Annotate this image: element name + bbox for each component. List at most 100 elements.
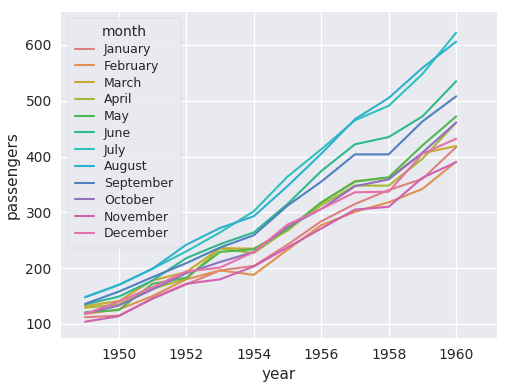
June (284, 202, 290, 206)
September (251, 233, 257, 238)
July (183, 249, 189, 254)
March (150, 278, 156, 283)
December (284, 222, 290, 227)
December (183, 269, 189, 274)
August (150, 266, 156, 271)
October (284, 225, 290, 229)
March (183, 270, 189, 275)
July (82, 295, 88, 300)
September (217, 245, 223, 250)
February (116, 307, 122, 312)
February (419, 187, 425, 191)
April (419, 157, 425, 161)
July (318, 147, 324, 152)
January (183, 282, 189, 287)
July (217, 230, 223, 235)
February (386, 200, 392, 205)
December (82, 312, 88, 316)
November (453, 160, 459, 164)
February (318, 223, 324, 227)
March (318, 200, 324, 205)
May (116, 308, 122, 312)
Line: June: June (85, 81, 456, 305)
August (183, 242, 189, 247)
November (386, 205, 392, 209)
January (116, 313, 122, 318)
October (150, 287, 156, 292)
May (284, 227, 290, 232)
September (183, 261, 189, 265)
October (318, 207, 324, 211)
November (284, 245, 290, 250)
May (217, 250, 223, 254)
August (116, 283, 122, 287)
April (284, 227, 290, 232)
January (251, 264, 257, 268)
October (217, 260, 223, 264)
April (82, 306, 88, 310)
June (251, 230, 257, 235)
August (251, 214, 257, 218)
March (419, 151, 425, 156)
December (386, 189, 392, 194)
Legend: January, February, March, April, May, June, July, August, September, October, No: January, February, March, April, May, Ju… (68, 18, 181, 248)
April (217, 247, 223, 251)
Y-axis label: passengers: passengers (5, 131, 20, 218)
May (82, 310, 88, 314)
April (352, 183, 358, 188)
May (150, 281, 156, 286)
October (352, 184, 358, 189)
August (82, 295, 88, 300)
March (116, 299, 122, 303)
May (352, 179, 358, 184)
March (82, 304, 88, 308)
August (386, 96, 392, 100)
Line: February: February (85, 162, 456, 314)
January (419, 177, 425, 181)
May (251, 247, 257, 252)
May (419, 143, 425, 148)
July (150, 266, 156, 271)
November (217, 277, 223, 281)
September (453, 94, 459, 99)
July (352, 118, 358, 122)
December (352, 190, 358, 195)
February (183, 277, 189, 281)
X-axis label: year: year (262, 367, 296, 382)
July (419, 72, 425, 76)
July (453, 30, 459, 35)
Line: August: August (85, 41, 456, 297)
Line: October: October (85, 122, 456, 313)
September (386, 152, 392, 157)
July (116, 283, 122, 287)
April (150, 286, 156, 291)
November (419, 175, 425, 180)
April (116, 302, 122, 307)
May (318, 200, 324, 205)
March (251, 247, 257, 251)
June (352, 142, 358, 147)
June (116, 294, 122, 299)
Line: April: April (85, 122, 456, 308)
November (352, 207, 358, 212)
January (386, 188, 392, 192)
November (150, 296, 156, 301)
February (352, 210, 358, 214)
January (352, 202, 358, 206)
November (116, 314, 122, 318)
December (217, 265, 223, 270)
July (251, 209, 257, 214)
March (386, 175, 392, 180)
January (82, 315, 88, 319)
September (419, 119, 425, 124)
December (419, 152, 425, 156)
April (318, 203, 324, 207)
January (217, 268, 223, 273)
Line: November: November (85, 162, 456, 322)
June (217, 242, 223, 247)
May (386, 175, 392, 180)
January (284, 242, 290, 247)
October (116, 303, 122, 308)
June (82, 302, 88, 307)
March (217, 246, 223, 250)
